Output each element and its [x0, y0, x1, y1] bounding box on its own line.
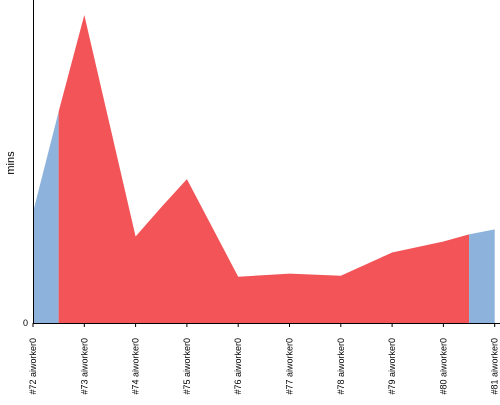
x-tick-label: #76 aiworker0: [233, 338, 243, 395]
x-tick-label: #78 aiworker0: [336, 338, 346, 395]
x-tick-label: #75 aiworker0: [182, 338, 192, 395]
x-tick-label: #81 aiworker0: [490, 338, 500, 395]
x-tick-label: #74 aiworker0: [131, 338, 141, 395]
x-axis-ticks: #72 aiworker0 #73 aiworker0 #74 aiworker0 #…: [28, 323, 500, 395]
y-axis-ticks: 0: [23, 318, 28, 328]
x-tick-label: #77 aiworker0: [285, 338, 295, 395]
area-segment-failure-1: [58, 15, 470, 323]
x-tick-label: #73 aiworker0: [79, 338, 89, 395]
area-segment-success-0: [33, 111, 59, 324]
x-tick-label: #79 aiworker0: [387, 338, 397, 395]
y-axis-title: mins: [5, 151, 17, 175]
x-tick-label: #72 aiworker0: [28, 338, 38, 395]
x-tick-label: #80 aiworker0: [438, 338, 448, 395]
plot-area: [33, 15, 495, 324]
area-segment-success-2: [469, 229, 495, 323]
y-tick-label: 0: [23, 318, 28, 328]
